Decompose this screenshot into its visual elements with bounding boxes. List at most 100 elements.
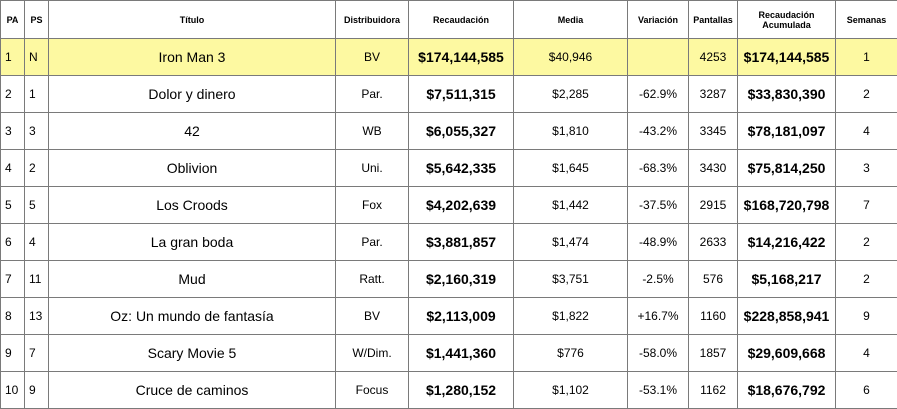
change-cell: -53.1% [628,372,689,409]
rank-current-cell: 2 [1,76,25,113]
distributor-cell: Focus [336,372,409,409]
header-pa: PA [1,1,25,39]
screens-cell: 3345 [689,113,738,150]
screens-cell: 1857 [689,335,738,372]
header-titulo: Título [49,1,336,39]
header-ps: PS [25,1,49,39]
table-row: 8 13 Oz: Un mundo de fantasía BV $2,113,… [1,298,897,335]
header-media: Media [514,1,628,39]
screens-cell: 2915 [689,187,738,224]
table-row: 1 N Iron Man 3 BV $174,144,585 $40,946 4… [1,39,897,76]
rank-previous-cell: 7 [25,335,49,372]
weeks-cell: 4 [836,113,897,150]
distributor-cell: W/Dim. [336,335,409,372]
table-row: 3 3 42 WB $6,055,327 $1,810 -43.2% 3345 … [1,113,897,150]
gross-cell: $5,642,335 [409,150,514,187]
gross-cell: $174,144,585 [409,39,514,76]
screens-cell: 3287 [689,76,738,113]
header-pantallas: Pantallas [689,1,738,39]
table-row: 4 2 Oblivion Uni. $5,642,335 $1,645 -68.… [1,150,897,187]
cumulative-gross-cell: $18,676,792 [738,372,836,409]
distributor-cell: Par. [336,224,409,261]
movie-title-cell: Los Croods [49,187,336,224]
screens-cell: 1162 [689,372,738,409]
cumulative-gross-cell: $168,720,798 [738,187,836,224]
table-row: 6 4 La gran boda Par. $3,881,857 $1,474 … [1,224,897,261]
distributor-cell: BV [336,298,409,335]
rank-current-cell: 5 [1,187,25,224]
gross-cell: $4,202,639 [409,187,514,224]
rank-previous-cell: 1 [25,76,49,113]
change-cell: +16.7% [628,298,689,335]
weeks-cell: 3 [836,150,897,187]
cumulative-gross-cell: $14,216,422 [738,224,836,261]
change-cell: -2.5% [628,261,689,298]
cumulative-gross-cell: $75,814,250 [738,150,836,187]
gross-cell: $1,441,360 [409,335,514,372]
rank-current-cell: 4 [1,150,25,187]
change-cell: -68.3% [628,150,689,187]
weeks-cell: 9 [836,298,897,335]
screens-cell: 576 [689,261,738,298]
weeks-cell: 2 [836,224,897,261]
gross-cell: $3,881,857 [409,224,514,261]
change-cell: -48.9% [628,224,689,261]
rank-current-cell: 8 [1,298,25,335]
rank-previous-cell: 4 [25,224,49,261]
average-cell: $1,810 [514,113,628,150]
average-cell: $1,822 [514,298,628,335]
rank-previous-cell: 3 [25,113,49,150]
distributor-cell: BV [336,39,409,76]
change-cell [628,39,689,76]
change-cell: -37.5% [628,187,689,224]
weeks-cell: 1 [836,39,897,76]
screens-cell: 2633 [689,224,738,261]
movie-title-cell: Oz: Un mundo de fantasía [49,298,336,335]
rank-previous-cell: N [25,39,49,76]
movie-title-cell: 42 [49,113,336,150]
header-variacion: Variación [628,1,689,39]
change-cell: -62.9% [628,76,689,113]
screens-cell: 3430 [689,150,738,187]
average-cell: $1,645 [514,150,628,187]
gross-cell: $7,511,315 [409,76,514,113]
table-row: 5 5 Los Croods Fox $4,202,639 $1,442 -37… [1,187,897,224]
rank-current-cell: 1 [1,39,25,76]
distributor-cell: Uni. [336,150,409,187]
gross-cell: $6,055,327 [409,113,514,150]
average-cell: $2,285 [514,76,628,113]
movie-title-cell: Mud [49,261,336,298]
cumulative-gross-cell: $174,144,585 [738,39,836,76]
header-semanas: Semanas [836,1,897,39]
average-cell: $776 [514,335,628,372]
weeks-cell: 2 [836,76,897,113]
table-row: 2 1 Dolor y dinero Par. $7,511,315 $2,28… [1,76,897,113]
rank-previous-cell: 13 [25,298,49,335]
average-cell: $1,102 [514,372,628,409]
header-distribuidora: Distribuidora [336,1,409,39]
gross-cell: $1,280,152 [409,372,514,409]
header-recaudacion: Recaudación [409,1,514,39]
rank-current-cell: 3 [1,113,25,150]
header-row: PA PS Título Distribuidora Recaudación M… [1,1,897,39]
rank-current-cell: 10 [1,372,25,409]
rank-previous-cell: 5 [25,187,49,224]
rank-previous-cell: 2 [25,150,49,187]
change-cell: -43.2% [628,113,689,150]
screens-cell: 4253 [689,39,738,76]
cumulative-gross-cell: $5,168,217 [738,261,836,298]
distributor-cell: Par. [336,76,409,113]
movie-title-cell: La gran boda [49,224,336,261]
movie-title-cell: Scary Movie 5 [49,335,336,372]
gross-cell: $2,113,009 [409,298,514,335]
table-row: 7 11 Mud Ratt. $2,160,319 $3,751 -2.5% 5… [1,261,897,298]
average-cell: $1,442 [514,187,628,224]
rank-previous-cell: 11 [25,261,49,298]
header-recaudacion-acumulada: Recaudación Acumulada [738,1,836,39]
gross-cell: $2,160,319 [409,261,514,298]
rank-current-cell: 7 [1,261,25,298]
average-cell: $1,474 [514,224,628,261]
weeks-cell: 2 [836,261,897,298]
rank-current-cell: 9 [1,335,25,372]
